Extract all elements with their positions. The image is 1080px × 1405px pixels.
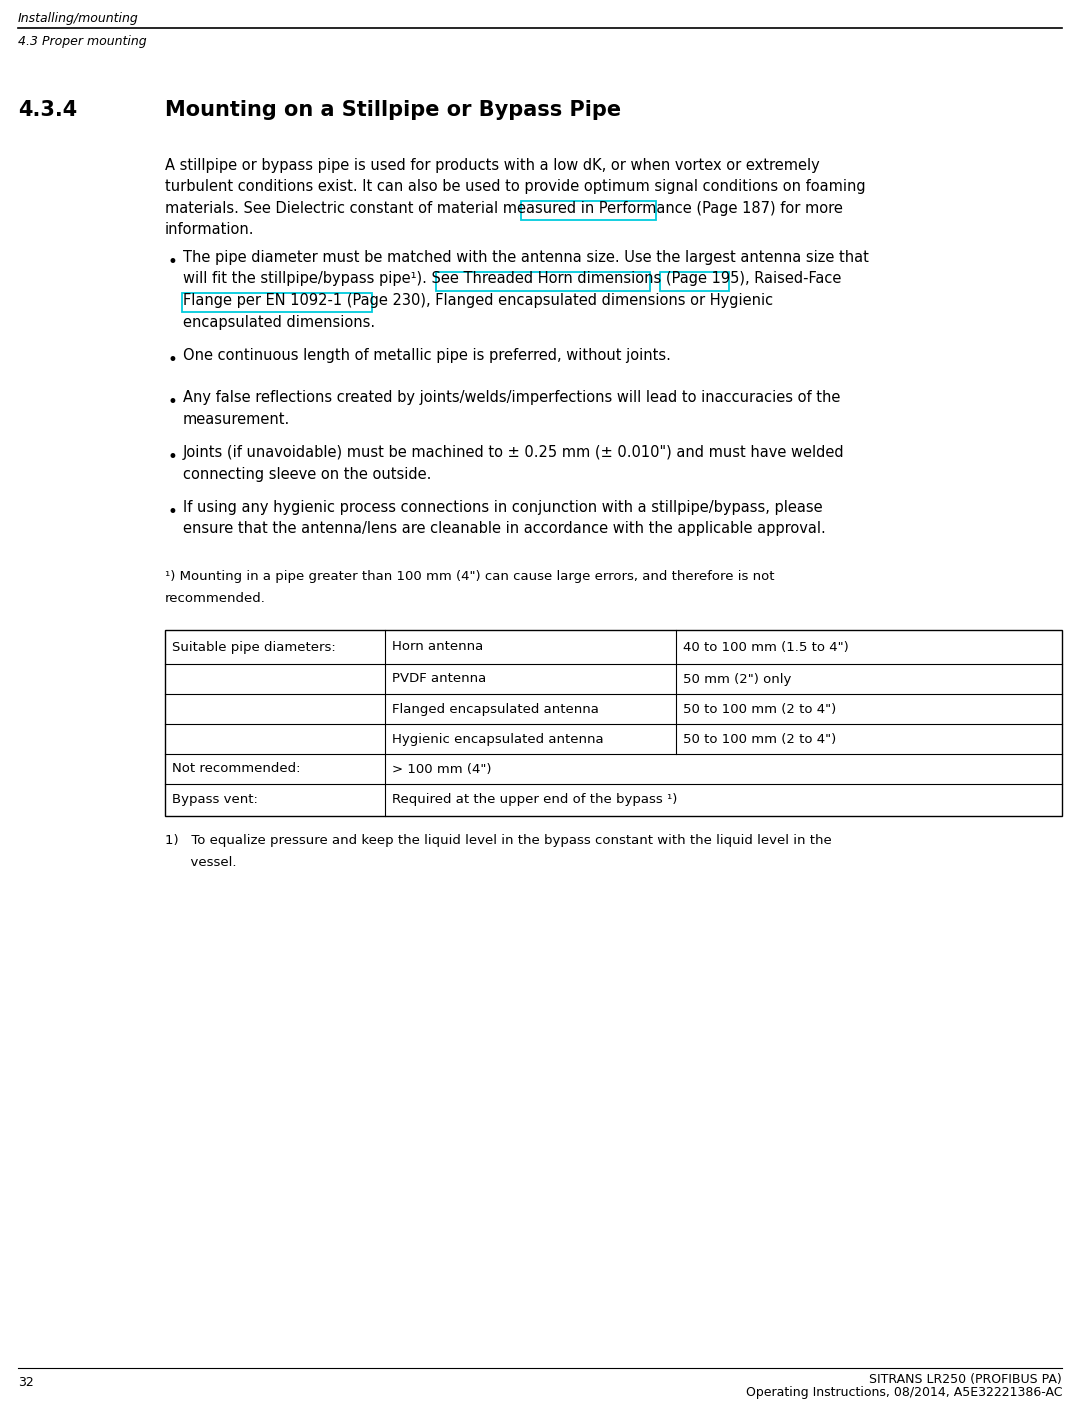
Text: ensure that the antenna/lens are cleanable in accordance with the applicable app: ensure that the antenna/lens are cleanab… [183,521,826,537]
Text: Installing/mounting: Installing/mounting [18,13,138,25]
Text: •: • [167,393,177,412]
Text: A stillpipe or bypass pipe is used for products with a low dK, or when vortex or: A stillpipe or bypass pipe is used for p… [165,157,820,173]
Text: 32: 32 [18,1375,33,1390]
Bar [436,271,650,291]
Text: 50 mm (2") only: 50 mm (2") only [684,673,792,686]
Text: Flange per EN 1092-1 (Page 230), Flanged encapsulated dimensions or Hygienic: Flange per EN 1092-1 (Page 230), Flanged… [183,294,773,308]
Text: •: • [167,351,177,370]
Text: information.: information. [165,222,255,237]
Text: Any false reflections created by joints/welds/imperfections will lead to inaccur: Any false reflections created by joints/… [183,391,840,405]
Text: Joints (if unavoidable) must be machined to ± 0.25 mm (± 0.010") and must have w: Joints (if unavoidable) must be machined… [183,445,845,459]
Bar [165,629,1062,816]
Text: > 100 mm (4"): > 100 mm (4") [392,763,491,776]
Text: materials. See Dielectric constant of material measured in Performance (Page 187: materials. See Dielectric constant of ma… [165,201,842,216]
Text: PVDF antenna: PVDF antenna [392,673,486,686]
Text: The pipe diameter must be matched with the antenna size. Use the largest antenna: The pipe diameter must be matched with t… [183,250,869,266]
Text: vessel.: vessel. [165,856,237,868]
Text: turbulent conditions exist. It can also be used to provide optimum signal condit: turbulent conditions exist. It can also … [165,180,866,194]
Text: 50 to 100 mm (2 to 4"): 50 to 100 mm (2 to 4") [684,702,837,715]
Text: connecting sleeve on the outside.: connecting sleeve on the outside. [183,466,431,482]
Bar [521,201,656,221]
Text: 4.3.4: 4.3.4 [18,100,78,119]
Text: will fit the stillpipe/bypass pipe¹). See Threaded Horn dimensions (Page 195), R: will fit the stillpipe/bypass pipe¹). Se… [183,271,841,287]
Text: •: • [167,503,177,521]
Text: •: • [167,253,177,271]
Text: If using any hygienic process connections in conjunction with a stillpipe/bypass: If using any hygienic process connection… [183,500,823,516]
Text: Hygienic encapsulated antenna: Hygienic encapsulated antenna [392,732,604,746]
Text: Mounting on a Stillpipe or Bypass Pipe: Mounting on a Stillpipe or Bypass Pipe [165,100,621,119]
Text: encapsulated dimensions.: encapsulated dimensions. [183,315,375,330]
Text: SITRANS LR250 (PROFIBUS PA): SITRANS LR250 (PROFIBUS PA) [869,1373,1062,1385]
Text: Horn antenna: Horn antenna [392,641,483,653]
Text: 40 to 100 mm (1.5 to 4"): 40 to 100 mm (1.5 to 4") [684,641,849,653]
Text: Operating Instructions, 08/2014, A5E32221386-AC: Operating Instructions, 08/2014, A5E3222… [745,1385,1062,1399]
Text: Not recommended:: Not recommended: [172,763,300,776]
Text: •: • [167,448,177,466]
Text: ¹) Mounting in a pipe greater than 100 mm (4") can cause large errors, and there: ¹) Mounting in a pipe greater than 100 m… [165,570,774,583]
Text: 4.3 Proper mounting: 4.3 Proper mounting [18,35,147,48]
Text: Suitable pipe diameters:: Suitable pipe diameters: [172,641,336,653]
Bar [660,271,729,291]
Bar [183,294,372,312]
Text: One continuous length of metallic pipe is preferred, without joints.: One continuous length of metallic pipe i… [183,348,671,362]
Text: 1)   To equalize pressure and keep the liquid level in the bypass constant with : 1) To equalize pressure and keep the liq… [165,835,832,847]
Text: Flanged encapsulated antenna: Flanged encapsulated antenna [392,702,598,715]
Text: measurement.: measurement. [183,412,291,427]
Text: 50 to 100 mm (2 to 4"): 50 to 100 mm (2 to 4") [684,732,837,746]
Text: Bypass vent:: Bypass vent: [172,794,258,806]
Text: Required at the upper end of the bypass ¹): Required at the upper end of the bypass … [392,794,677,806]
Text: recommended.: recommended. [165,592,266,604]
